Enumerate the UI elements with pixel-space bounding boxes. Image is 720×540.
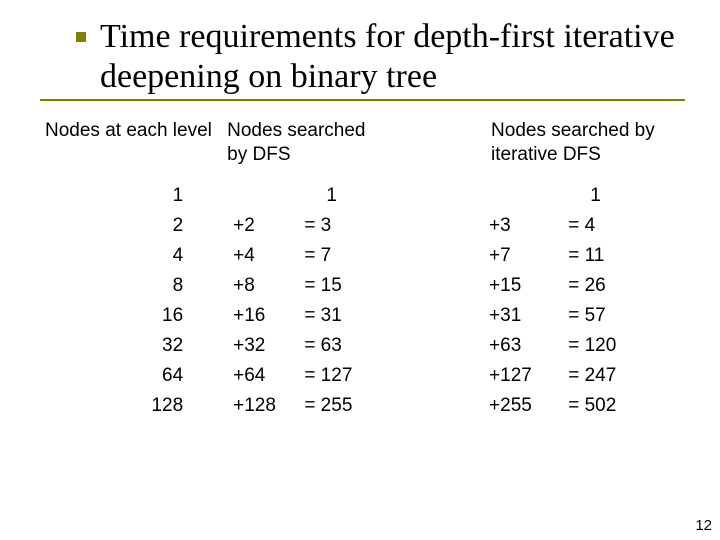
cell-level: 64	[45, 361, 223, 391]
cell-idfs-eq: = 4	[566, 211, 685, 241]
table-row: 128 +128 = 255 +255 = 502	[45, 391, 685, 421]
cell-idfs-plus: +3	[487, 211, 566, 241]
title-bullet-icon	[76, 32, 86, 42]
cell-dfs-plus: +2	[223, 211, 302, 241]
cell-idfs-eq: = 502	[566, 391, 685, 421]
title-underline	[40, 99, 685, 101]
table-row: 16 +16 = 31 +31 = 57	[45, 301, 685, 331]
cell-idfs-eq: = 120	[566, 331, 685, 361]
cell-idfs-eq: = 57	[566, 301, 685, 331]
cell-idfs-plus: +255	[487, 391, 566, 421]
cell-dfs-eq: = 127	[302, 361, 394, 391]
cell-dfs-eq: = 7	[302, 241, 394, 271]
cell-level: 8	[45, 271, 223, 301]
header-spacer	[395, 119, 487, 181]
cell-idfs-eq: = 247	[566, 361, 685, 391]
cell-dfs-plus	[223, 181, 302, 211]
cell-dfs-eq: = 255	[302, 391, 394, 421]
table-row: 8 +8 = 15 +15 = 26	[45, 271, 685, 301]
cell-spacer	[395, 211, 487, 241]
content-region: Nodes at each level Nodes searched by DF…	[0, 101, 720, 421]
cell-dfs-eq: = 63	[302, 331, 394, 361]
comparison-table: Nodes at each level Nodes searched by DF…	[45, 119, 685, 421]
table-row: 4 +4 = 7 +7 = 11	[45, 241, 685, 271]
cell-idfs-eq: 1	[566, 181, 685, 211]
cell-idfs-plus: +31	[487, 301, 566, 331]
cell-dfs-eq: = 3	[302, 211, 394, 241]
cell-spacer	[395, 241, 487, 271]
header-dfs: Nodes searched by DFS	[223, 119, 395, 181]
page-number: 12	[695, 517, 712, 534]
header-nodes-level: Nodes at each level	[45, 119, 223, 181]
cell-idfs-plus: +127	[487, 361, 566, 391]
cell-dfs-plus: +64	[223, 361, 302, 391]
table-row: 32 +32 = 63 +63 = 120	[45, 331, 685, 361]
slide-title: Time requirements for depth-first iterat…	[100, 17, 680, 97]
table-row: 2 +2 = 3 +3 = 4	[45, 211, 685, 241]
header-idfs: Nodes searched by iterative DFS	[487, 119, 685, 181]
cell-level: 2	[45, 211, 223, 241]
cell-idfs-eq: = 26	[566, 271, 685, 301]
cell-dfs-plus: +8	[223, 271, 302, 301]
cell-level: 16	[45, 301, 223, 331]
table-row: 1 1 1	[45, 181, 685, 211]
cell-idfs-plus: +7	[487, 241, 566, 271]
cell-spacer	[395, 331, 487, 361]
cell-dfs-plus: +32	[223, 331, 302, 361]
cell-level: 128	[45, 391, 223, 421]
cell-level: 4	[45, 241, 223, 271]
table-header-row: Nodes at each level Nodes searched by DF…	[45, 119, 685, 181]
cell-dfs-plus: +128	[223, 391, 302, 421]
cell-dfs-eq: = 31	[302, 301, 394, 331]
cell-dfs-eq: = 15	[302, 271, 394, 301]
cell-spacer	[395, 361, 487, 391]
cell-dfs-plus: +4	[223, 241, 302, 271]
cell-idfs-plus: +63	[487, 331, 566, 361]
cell-idfs-plus	[487, 181, 566, 211]
cell-spacer	[395, 271, 487, 301]
cell-idfs-eq: = 11	[566, 241, 685, 271]
cell-idfs-plus: +15	[487, 271, 566, 301]
cell-level: 32	[45, 331, 223, 361]
cell-spacer	[395, 391, 487, 421]
title-region: Time requirements for depth-first iterat…	[0, 0, 720, 101]
cell-dfs-eq: 1	[302, 181, 394, 211]
cell-dfs-plus: +16	[223, 301, 302, 331]
table-row: 64 +64 = 127 +127 = 247	[45, 361, 685, 391]
cell-spacer	[395, 181, 487, 211]
cell-level: 1	[45, 181, 223, 211]
cell-spacer	[395, 301, 487, 331]
